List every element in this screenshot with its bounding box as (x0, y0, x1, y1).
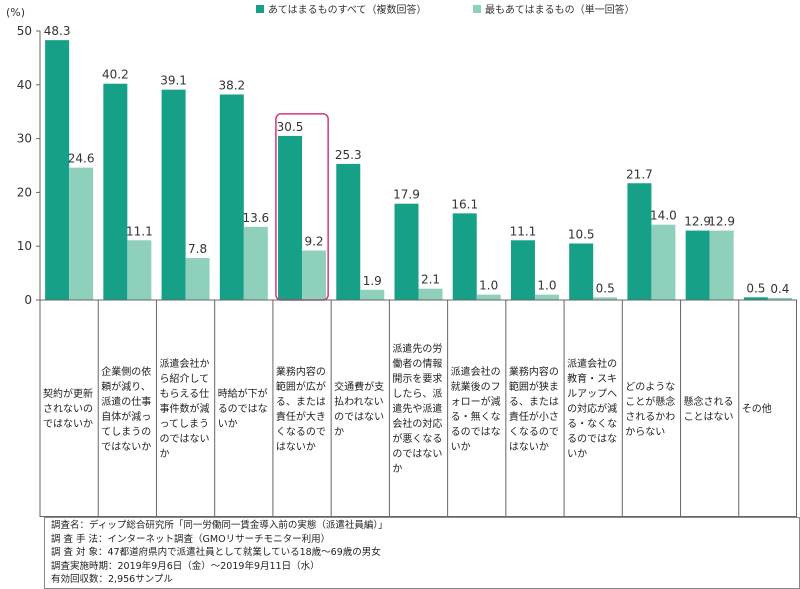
value-label-series-1: 40.2 (102, 68, 129, 82)
value-label-series-1: 11.1 (510, 224, 537, 238)
note-survey-name: 調査名：ディップ総合研究所「同一労働同一賃金導入前の実態（派遣社員編）」 (51, 520, 388, 531)
bar-series-1 (45, 40, 70, 301)
bar-series-2 (185, 258, 210, 300)
bar-series-1 (161, 89, 186, 300)
value-label-series-2: 13.6 (242, 211, 269, 225)
bar-series-2 (593, 297, 618, 300)
value-label-series-1: 17.9 (393, 188, 420, 202)
category-label: 企業側の依頼が減り、派遣の仕事自体が減ってしまうのではないか (101, 366, 152, 453)
bar-series-2 (360, 289, 385, 300)
value-label-series-1: 0.5 (746, 281, 765, 295)
bar-chart: (%) あてはまるものすべて（複数回答） 最もあてはまるもの（単一回答） 0 10… (6, 3, 797, 517)
bar-series-1 (452, 213, 477, 300)
bars (45, 40, 792, 301)
category-label: どのようなことが懸念されるかわからない (625, 381, 676, 438)
category-label: 懸念されることはない (683, 396, 734, 423)
bar-series-1 (743, 297, 768, 300)
bar-series-1 (394, 203, 419, 300)
y-axis: 0 10 20 30 40 50 (17, 24, 41, 307)
legend-label-series-2: 最もあてはまるもの（単一回答） (485, 3, 635, 16)
bar-series-1 (336, 163, 361, 300)
bar-series-1 (278, 135, 303, 300)
category-label: 交通費が支払われないのではないか (334, 381, 385, 438)
value-label-series-2: 0.5 (596, 281, 615, 295)
value-label-series-2: 7.8 (188, 242, 207, 256)
y-tick-label: 20 (17, 185, 32, 199)
legend: あてはまるものすべて（複数回答） 最もあてはまるもの（単一回答） (256, 3, 635, 16)
bar-series-1 (627, 183, 652, 300)
category-label: 派遣会社の就業後のフォローが減る・無くなるのではないか (450, 366, 501, 453)
note-sample-size: 有効回収数：2,956サンプル (51, 574, 173, 585)
bar-series-2 (476, 294, 501, 300)
y-tick-label: 40 (17, 78, 32, 92)
note-survey-period: 調査実施時期：2019年9月6日（金）～2019年9月11日（水） (51, 560, 320, 572)
category-label: 業務内容の範囲が狭まる、または責任が小さくなるのではないか (508, 366, 559, 453)
y-tick-label: 30 (17, 132, 32, 146)
y-tick-label: 0 (24, 293, 32, 307)
value-label-series-1: 10.5 (568, 228, 595, 242)
value-label-series-1: 48.3 (44, 24, 71, 38)
value-label-series-1: 39.1 (160, 74, 187, 88)
legend-swatch-series-1 (256, 5, 264, 13)
bar-series-2 (243, 226, 268, 300)
bar-series-2 (709, 230, 734, 300)
value-label-series-1: 21.7 (626, 167, 653, 181)
bar-series-1 (685, 230, 710, 300)
value-label-series-1: 30.5 (277, 120, 304, 134)
category-label: 派遣会社から紹介してもらえる仕事件数が減ってしまうのではないか (159, 359, 210, 460)
bar-series-2 (127, 240, 152, 300)
note-survey-method: 調 査 手 法：インターネット調査（GMOリサーチモニター利用） (51, 533, 331, 545)
category-label: その他 (741, 404, 772, 415)
category-label: 時給が下がるのではないか (217, 389, 268, 430)
bar-series-2 (651, 224, 676, 300)
bar-series-2 (418, 288, 443, 300)
bar-series-2 (302, 250, 327, 300)
note-survey-target: 調 査 対 象：47都道府県内で派遣社員として就業している18歳～69歳の男女 (51, 547, 381, 558)
value-label-series-1: 12.9 (684, 215, 711, 229)
value-labels: 48.3 40.2 39.1 38.2 30.5 25.3 17.9 16.1 11.1 10.5… (44, 24, 790, 296)
value-label-series-2: 1.0 (479, 279, 498, 293)
value-label-series-1: 38.2 (218, 78, 245, 92)
value-label-series-2: 9.2 (304, 235, 323, 249)
legend-swatch-series-2 (473, 5, 481, 13)
value-label-series-2: 12.9 (708, 215, 735, 229)
value-label-series-2: 11.1 (126, 224, 153, 238)
value-label-series-2: 24.6 (68, 152, 95, 166)
value-label-series-2: 1.0 (537, 279, 556, 293)
bar-series-2 (534, 294, 559, 300)
value-label-series-1: 16.1 (451, 197, 478, 211)
value-label-series-1: 25.3 (335, 148, 362, 162)
y-axis-unit-label: (%) (6, 6, 25, 19)
y-tick-label: 50 (17, 24, 32, 38)
value-label-series-2: 1.9 (363, 274, 382, 288)
category-label: 業務内容の範囲が広がる、または責任が大きくなるのではないか (275, 366, 326, 453)
bar-series-1 (510, 240, 535, 300)
bar-series-2 (767, 297, 792, 300)
value-label-series-2: 0.4 (770, 282, 789, 296)
bar-series-1 (569, 243, 594, 300)
bar-series-2 (69, 167, 94, 300)
value-label-series-2: 14.0 (650, 209, 677, 223)
bar-series-1 (103, 83, 128, 300)
category-table-frame (39, 299, 797, 517)
bar-series-1 (219, 94, 244, 300)
y-tick-label: 10 (17, 239, 32, 253)
survey-notes: 調査名：ディップ総合研究所「同一労働同一賃金導入前の実態（派遣社員編）」 調 査… (44, 517, 800, 589)
category-label: 契約が更新されないのではないか (43, 389, 93, 430)
value-label-series-2: 2.1 (421, 273, 440, 287)
category-label: 派遣会社の教育・スキルアップへの対応が減る・なくなるのではないか (567, 359, 618, 460)
legend-label-series-1: あてはまるものすべて（複数回答） (268, 3, 427, 16)
category-label: 派遣先の労働者の情報開示を要求したら、派遣先や派遣会社の対応が悪くなるのではない… (392, 344, 443, 475)
